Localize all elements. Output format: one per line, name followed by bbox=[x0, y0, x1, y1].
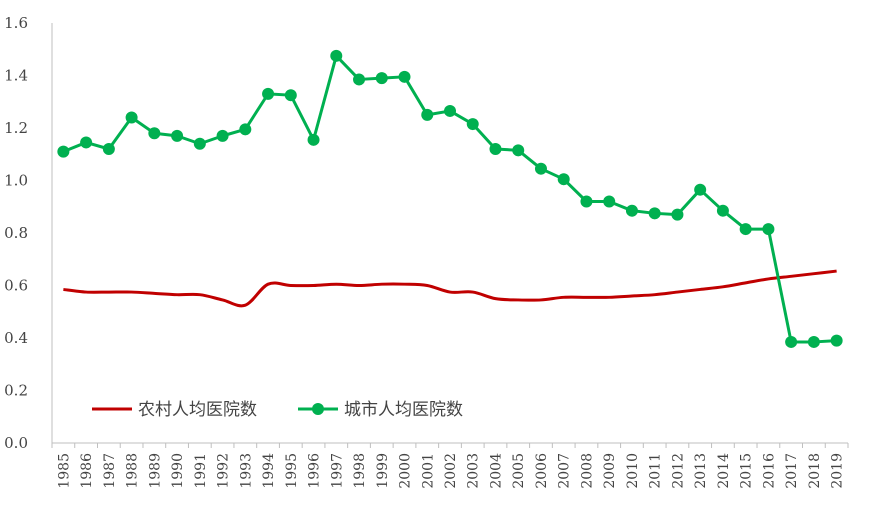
legend: 农村人均医院数 城市人均医院数 bbox=[92, 400, 463, 420]
data-point-1 bbox=[148, 127, 161, 140]
data-point-1 bbox=[466, 118, 479, 131]
data-point-1 bbox=[125, 111, 138, 124]
x-tick-label: 2008 bbox=[579, 453, 595, 489]
data-point-1 bbox=[671, 208, 684, 221]
x-tick-label: 2007 bbox=[557, 453, 573, 489]
data-point-1 bbox=[102, 143, 115, 155]
x-tick-label: 2009 bbox=[602, 453, 618, 489]
series-line-0 bbox=[63, 269, 837, 308]
data-point-1 bbox=[193, 137, 206, 150]
x-tick-label: 1998 bbox=[352, 453, 368, 489]
data-point-1 bbox=[330, 49, 343, 62]
data-point-1 bbox=[307, 133, 320, 146]
x-tick-label: 1991 bbox=[193, 453, 209, 489]
y-tick-label: 1.6 bbox=[4, 14, 28, 32]
data-point-1 bbox=[284, 89, 297, 102]
x-tick-label: 1995 bbox=[284, 453, 300, 489]
x-tick-label: 2006 bbox=[534, 453, 550, 489]
data-point-1 bbox=[421, 108, 434, 121]
data-point-1 bbox=[739, 223, 752, 236]
x-tick-labels: 1985 1986 1987 1988 1989 1990 1991 1992 1993 1994… bbox=[56, 453, 845, 489]
series-layer bbox=[57, 49, 843, 348]
data-point-1 bbox=[534, 162, 547, 175]
axes bbox=[51, 23, 849, 448]
x-tick-label: 2019 bbox=[830, 453, 846, 489]
x-tick-label: 1988 bbox=[125, 453, 141, 489]
y-tick-label: 1.4 bbox=[4, 67, 28, 85]
x-tick-label: 1997 bbox=[329, 453, 345, 489]
data-point-1 bbox=[512, 144, 525, 157]
data-point-1 bbox=[216, 129, 229, 142]
data-point-1 bbox=[762, 223, 775, 236]
data-point-1 bbox=[785, 335, 798, 348]
series-line-1 bbox=[62, 54, 837, 344]
x-tick-label: 1987 bbox=[102, 453, 118, 489]
x-tick-label: 2003 bbox=[466, 453, 482, 489]
x-tick-label: 1992 bbox=[216, 453, 232, 489]
x-tick-label: 2005 bbox=[511, 453, 527, 489]
x-tick-label: 1999 bbox=[375, 453, 391, 489]
x-tick-label: 2000 bbox=[398, 453, 414, 489]
x-tick-label: 2012 bbox=[670, 453, 686, 489]
data-point-1 bbox=[716, 204, 729, 217]
data-point-1 bbox=[171, 129, 184, 142]
data-point-1 bbox=[648, 207, 661, 220]
x-tick-label: 1989 bbox=[147, 453, 163, 489]
x-tick-label: 2002 bbox=[443, 453, 459, 489]
x-tick-label: 2013 bbox=[693, 453, 709, 489]
legend-marker-urban bbox=[312, 403, 324, 415]
y-tick-label: 1.0 bbox=[4, 172, 28, 190]
x-tick-label: 2018 bbox=[807, 453, 823, 489]
x-tick-label: 2017 bbox=[784, 453, 800, 489]
x-tick-label: 2016 bbox=[761, 453, 777, 489]
data-point-1 bbox=[375, 72, 388, 85]
x-tick-label: 1990 bbox=[170, 453, 186, 489]
data-point-1 bbox=[57, 145, 70, 158]
x-tick-label: 1986 bbox=[79, 453, 95, 489]
data-point-1 bbox=[603, 195, 616, 208]
data-point-1 bbox=[262, 87, 275, 100]
x-tick-label: 2011 bbox=[648, 453, 664, 489]
data-point-1 bbox=[625, 204, 638, 217]
data-point-1 bbox=[807, 335, 820, 348]
x-tick-label: 2001 bbox=[420, 453, 436, 489]
data-point-1 bbox=[80, 136, 93, 149]
data-point-1 bbox=[694, 183, 707, 196]
data-point-1 bbox=[444, 104, 456, 117]
y-tick-label: 1.2 bbox=[4, 119, 28, 137]
data-point-1 bbox=[557, 173, 570, 186]
legend-label-rural: 农村人均医院数 bbox=[138, 400, 257, 420]
x-tick-label: 1985 bbox=[56, 453, 72, 489]
data-point-1 bbox=[239, 123, 252, 136]
x-tick-label: 1994 bbox=[261, 453, 277, 489]
data-point-1 bbox=[580, 195, 593, 208]
legend-label-urban: 城市人均医院数 bbox=[344, 400, 463, 420]
x-tick-label: 2004 bbox=[488, 453, 504, 489]
data-point-1 bbox=[830, 334, 843, 347]
y-tick-label: 0.6 bbox=[4, 277, 28, 295]
y-tick-label: 0.8 bbox=[4, 224, 28, 242]
data-point-1 bbox=[353, 73, 366, 86]
y-tick-label: 0.0 bbox=[4, 434, 28, 452]
y-tick-label: 0.4 bbox=[4, 329, 28, 347]
y-tick-label: 0.2 bbox=[4, 382, 28, 400]
x-tick-label: 1996 bbox=[307, 453, 323, 489]
x-tick-label: 2015 bbox=[739, 453, 755, 489]
y-tick-labels: 0.0 0.2 0.4 0.6 0.8 1.0 1.2 1.4 1.6 bbox=[4, 14, 28, 452]
data-point-1 bbox=[398, 70, 411, 83]
x-tick-label: 2010 bbox=[625, 453, 641, 489]
x-tick-label: 2014 bbox=[716, 453, 732, 489]
x-tick-label: 1993 bbox=[238, 453, 254, 489]
data-point-1 bbox=[489, 143, 502, 155]
